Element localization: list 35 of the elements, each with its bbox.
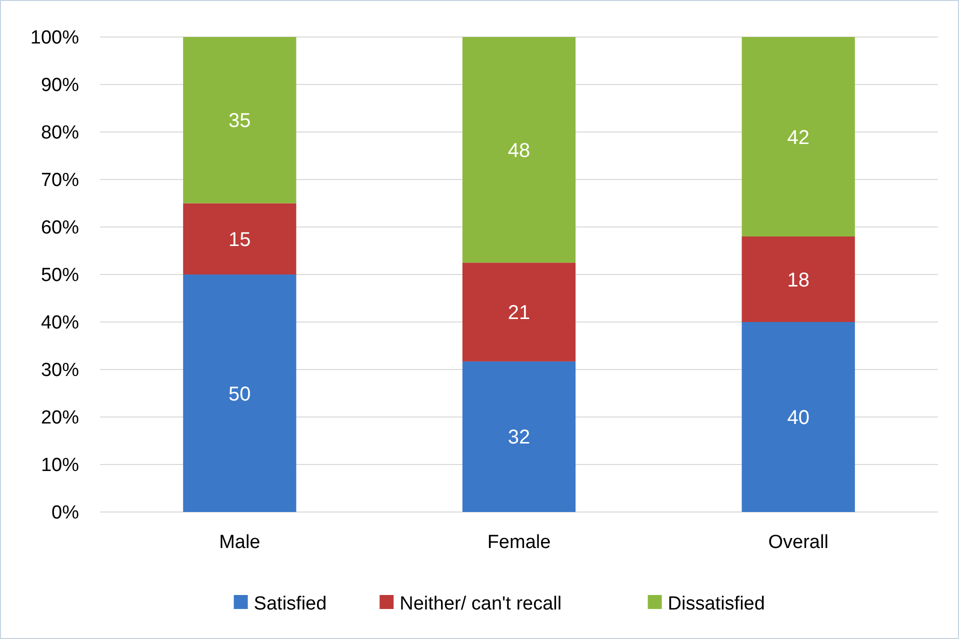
data-label: 48 xyxy=(508,140,530,162)
y-tick-label: 30% xyxy=(40,360,80,382)
data-label: 18 xyxy=(787,269,810,292)
x-tick-label: Female xyxy=(487,532,551,553)
legend-label: Neither/ can't recall xyxy=(400,594,562,615)
bar xyxy=(183,203,296,274)
y-tick-label: 0% xyxy=(52,502,80,524)
y-tick-label: 80% xyxy=(40,122,80,144)
bar xyxy=(462,262,576,362)
data-label: 40 xyxy=(787,407,810,429)
legend-label: Satisfied xyxy=(254,594,327,615)
y-tick-label: 60% xyxy=(40,218,80,239)
x-tick-label: Overall xyxy=(768,532,828,553)
bar xyxy=(742,236,855,322)
data-label: 21 xyxy=(508,302,530,324)
y-tick-label: 40% xyxy=(40,312,80,334)
bar xyxy=(742,322,855,512)
legend-label: Dissatisfied xyxy=(668,594,765,615)
bar xyxy=(462,37,576,263)
y-tick-label: 20% xyxy=(40,408,80,429)
data-label: 15 xyxy=(228,228,251,251)
bar xyxy=(183,274,296,512)
data-label: 50 xyxy=(228,383,251,406)
y-tick-label: 70% xyxy=(40,170,80,192)
bar xyxy=(183,37,296,204)
data-label: 42 xyxy=(787,126,810,149)
data-label: 35 xyxy=(228,110,251,132)
data-label: 32 xyxy=(508,426,530,449)
y-tick-label: 100% xyxy=(30,28,80,49)
x-tick-label: Male xyxy=(219,532,260,553)
bar xyxy=(462,361,576,512)
y-tick-label: 50% xyxy=(40,265,80,286)
bar xyxy=(742,37,855,236)
y-tick-label: 10% xyxy=(40,455,80,476)
y-tick-label: 90% xyxy=(40,75,80,96)
